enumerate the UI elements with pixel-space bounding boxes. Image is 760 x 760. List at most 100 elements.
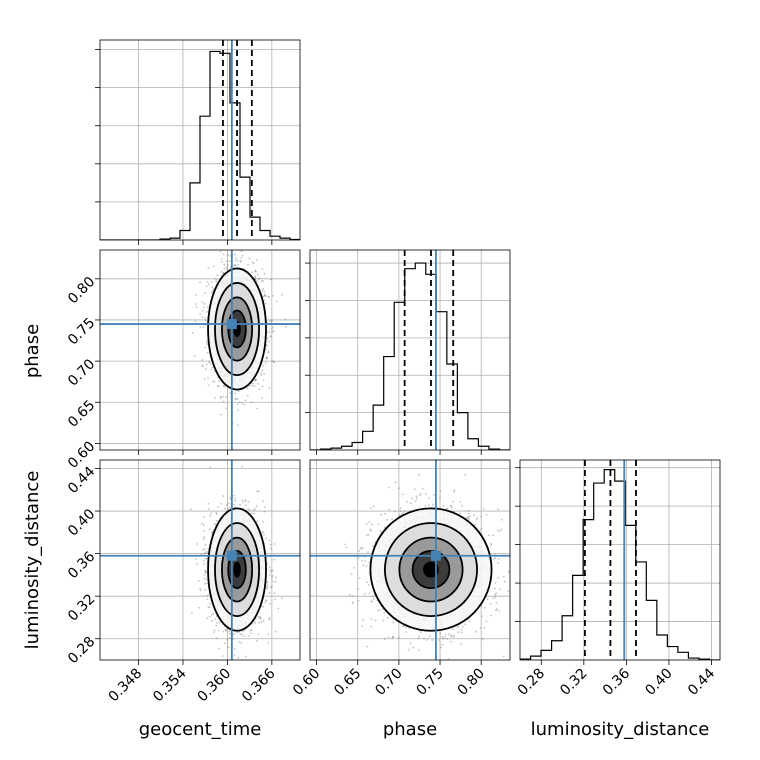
scatter-point: [247, 508, 250, 510]
scatter-point: [226, 268, 228, 270]
scatter-point: [205, 578, 208, 581]
scatter-point: [254, 270, 256, 272]
scatter-point: [271, 580, 274, 583]
scatter-point: [211, 619, 213, 622]
scatter-point: [236, 631, 239, 634]
scatter-point: [254, 379, 257, 381]
scatter-point: [244, 399, 247, 402]
scatter-point: [259, 617, 262, 620]
scatter-point: [263, 294, 266, 296]
scatter-point: [247, 500, 250, 503]
scatter-point: [266, 356, 268, 359]
scatter-point: [372, 595, 374, 597]
scatter-point: [415, 495, 418, 498]
scatter-point: [256, 490, 258, 493]
scatter-point: [204, 346, 206, 349]
scatter-point: [515, 551, 517, 553]
scatter-point: [263, 294, 266, 296]
scatter-point: [244, 500, 247, 502]
scatter-point: [378, 609, 381, 611]
scatter-point: [262, 295, 265, 298]
scatter-point: [266, 357, 268, 360]
scatter-point: [203, 378, 206, 381]
scatter-point: [260, 397, 263, 399]
scatter-point: [399, 507, 402, 509]
scatter-point: [208, 615, 211, 618]
scatter-point: [194, 320, 197, 323]
scatter-point: [238, 390, 240, 393]
scatter-point: [215, 278, 218, 281]
scatter-point: [225, 504, 228, 506]
scatter-point: [237, 260, 240, 262]
scatter-point: [222, 400, 225, 403]
scatter-point: [199, 589, 202, 592]
scatter-point: [239, 633, 242, 635]
scatter-point: [207, 384, 210, 387]
scatter-point: [237, 424, 239, 427]
scatter-point: [233, 264, 236, 267]
scatter-point: [387, 636, 390, 639]
scatter-point: [257, 621, 260, 624]
scatter-point: [195, 303, 198, 305]
scatter-point: [264, 599, 267, 602]
scatter-point: [199, 313, 202, 316]
scatter-point: [263, 533, 265, 536]
scatter-point: [468, 512, 470, 515]
scatter-point: [220, 503, 223, 505]
scatter-point: [258, 277, 261, 280]
scatter-point: [453, 490, 455, 493]
scatter-point: [254, 379, 257, 382]
scatter-point: [205, 557, 208, 560]
scatter-point: [255, 271, 257, 273]
scatter-point: [250, 512, 253, 515]
scatter-point: [268, 296, 270, 299]
scatter-point: [223, 263, 226, 266]
scatter-point: [256, 273, 259, 276]
scatter-point: [479, 627, 482, 629]
scatter-point: [216, 247, 218, 249]
scatter-point: [222, 395, 224, 398]
scatter-point: [497, 508, 499, 511]
scatter-point: [229, 497, 232, 500]
scatter-point: [271, 585, 273, 588]
scatter-point: [234, 497, 237, 500]
scatter-point: [260, 621, 263, 623]
scatter-point: [212, 380, 215, 383]
scatter-point: [235, 264, 237, 267]
scatter-point: [248, 257, 251, 260]
scatter-point: [247, 263, 249, 266]
scatter-point: [254, 270, 257, 272]
scatter-point: [204, 582, 206, 585]
scatter-point: [201, 364, 204, 367]
scatter-point: [224, 507, 226, 510]
scatter-point: [209, 528, 211, 531]
scatter-point: [224, 396, 227, 399]
scatter-point: [204, 569, 207, 571]
scatter-point: [198, 606, 201, 609]
scatter-point: [242, 501, 244, 504]
scatter-point: [266, 337, 269, 340]
scatter-point: [213, 631, 215, 634]
scatter-point: [217, 506, 219, 508]
scatter-point: [267, 350, 270, 353]
scatter-point: [273, 330, 275, 332]
scatter-point: [213, 523, 216, 525]
scatter-point: [207, 377, 209, 379]
scatter-point: [237, 263, 239, 266]
scatter-point: [204, 588, 207, 591]
scatter-point: [244, 655, 247, 658]
scatter-point: [246, 387, 249, 390]
scatter-point: [348, 594, 351, 596]
scatter-point: [207, 606, 210, 608]
scatter-point: [269, 335, 272, 338]
scatter-point: [199, 326, 202, 329]
scatter-point: [262, 605, 265, 608]
scatter-point: [222, 253, 225, 256]
scatter-point: [268, 566, 271, 569]
scatter-point: [209, 363, 212, 365]
scatter-point: [274, 598, 276, 601]
scatter-point: [241, 499, 244, 501]
scatter-point: [267, 641, 269, 644]
scatter-point: [225, 628, 228, 631]
